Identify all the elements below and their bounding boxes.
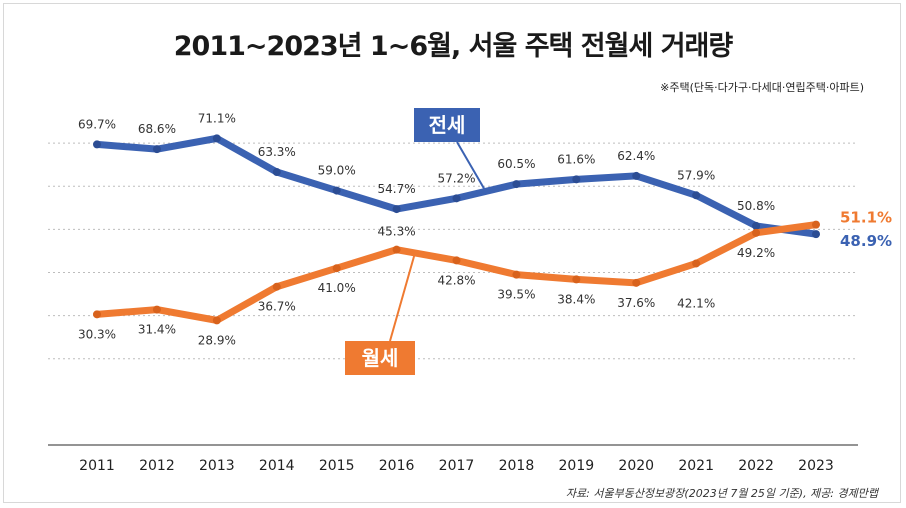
jeonse-data-label: 54.7% [378,182,416,196]
jeonse-data-label: 50.8% [737,199,775,213]
wolse-data-point [392,245,401,254]
wolse-callout-pointer [389,254,416,342]
wolse-data-point [512,270,521,279]
x-tick-label: 2021 [678,458,714,474]
x-tick-label: 2018 [499,458,535,474]
x-tick-label: 2014 [259,458,295,474]
jeonse-legend-label: 전세 [429,113,466,137]
jeonse-data-label: 61.6% [557,152,595,166]
wolse-data-label: 45.3% [378,225,416,239]
jeonse-data-point [272,168,281,177]
wolse-data-point [752,228,761,237]
jeonse-data-point [572,175,581,184]
jeonse-data-point [692,191,701,200]
x-tick-label: 2015 [319,458,355,474]
x-tick-label: 2012 [139,458,175,474]
jeonse-data-point [752,221,761,230]
chart-title: 2011~2023년 1~6월, 서울 주택 전월세 거래량 [173,31,733,62]
jeonse-callout-box [414,108,480,142]
wolse-data-label: 41.0% [318,281,356,295]
jeonse-data-point [812,230,820,239]
jeonse-data-label: 68.6% [138,122,176,136]
jeonse-data-label: 69.7% [78,117,116,131]
jeonse-data-label: 57.9% [677,168,715,182]
wolse-data-label: 42.8% [437,273,475,287]
wolse-data-label: 30.3% [78,327,116,341]
wolse-data-point [332,264,341,273]
jeonse-data-label: 71.1% [198,111,236,125]
wolse-final-label: 51.1% [840,209,892,227]
wolse-data-label: 49.2% [737,246,775,260]
jeonse-data-point [152,145,161,154]
wolse-data-point [812,220,820,229]
x-tick-label: 2022 [738,458,774,474]
wolse-data-point [272,282,281,291]
wolse-data-point [452,256,461,265]
wolse-data-point [692,259,701,268]
x-tick-label: 2023 [798,458,834,474]
chart-source: 자료: 서울부동산정보광장(2023년 7월 25일 기준), 제공: 경제만랩 [565,487,878,500]
jeonse-data-label: 62.4% [617,149,655,163]
wolse-data-point [572,275,581,284]
wolse-data-point [152,305,161,314]
jeonse-data-label: 60.5% [497,157,535,171]
wolse-data-label: 28.9% [198,333,236,347]
jeonse-data-point [452,194,461,203]
jeonse-data-point [332,186,341,195]
jeonse-data-point [93,140,101,149]
wolse-data-label: 31.4% [138,323,176,337]
jeonse-data-label: 63.3% [258,145,296,159]
jeonse-data-label: 57.2% [437,171,475,185]
wolse-data-label: 37.6% [617,296,655,310]
x-tick-label: 2017 [439,458,475,474]
wolse-callout-box [345,341,415,375]
wolse-legend-label: 월세 [362,346,399,370]
x-tick-label: 2016 [379,458,415,474]
x-tick-label: 2019 [559,458,595,474]
wolse-data-point [212,316,221,325]
jeonse-final-label: 48.9% [840,232,892,250]
wolse-data-label: 36.7% [258,300,296,314]
jeonse-data-point [632,171,641,180]
jeonse-data-point [212,134,221,143]
x-tick-label: 2011 [79,458,115,474]
x-tick-label: 2013 [199,458,235,474]
wolse-data-label: 38.4% [557,292,595,306]
chart-frame [3,3,901,503]
jeonse-data-point [392,205,401,214]
chart-subtitle: ※주택(단독·다가구·다세대·연립주택·아파트) [660,81,864,94]
jeonse-data-label: 59.0% [318,164,356,178]
jeonse-callout-pointer [456,141,488,194]
jeonse-data-point [512,180,521,189]
wolse-data-point [632,278,641,287]
wolse-data-label: 42.1% [677,296,715,310]
wolse-data-label: 39.5% [497,288,535,302]
wolse-data-point [93,310,101,319]
x-tick-label: 2020 [618,458,654,474]
